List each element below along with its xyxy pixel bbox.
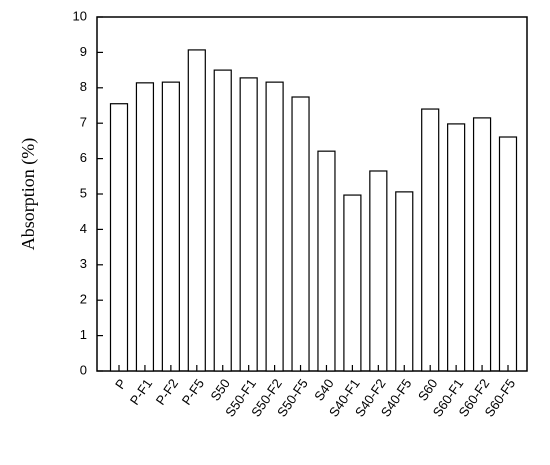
y-tick-label: 8 [80,79,87,94]
bar [265,81,284,372]
bar [135,82,155,372]
bar [369,170,388,372]
y-tick-label: 1 [80,327,87,342]
y-tick-label: 7 [80,115,87,130]
bar [421,108,440,372]
x-tick-label: P [112,376,129,392]
bar [498,136,518,372]
x-tick-label: P-F5 [179,376,207,408]
bar [447,123,466,372]
y-tick-label: 9 [80,44,87,59]
bar [109,103,129,372]
bar [317,150,336,372]
bar [187,49,206,372]
bar [395,191,414,372]
bar [239,77,258,372]
bar [343,194,362,372]
bar [291,96,310,372]
bar [472,117,492,372]
y-tick-label: 10 [73,8,87,23]
x-tick-label: P-F1 [127,376,155,408]
y-tick-label: 4 [80,221,87,236]
y-tick-label: 0 [80,362,87,377]
bar [161,81,180,372]
y-axis-label: Absorption (%) [18,138,39,250]
y-tick-label: 5 [80,185,87,200]
y-tick-label: 6 [80,150,87,165]
y-tick-label: 3 [80,256,87,271]
y-tick-label: 2 [80,292,87,307]
x-tick-label: P-F2 [153,376,181,408]
bar [213,69,232,372]
